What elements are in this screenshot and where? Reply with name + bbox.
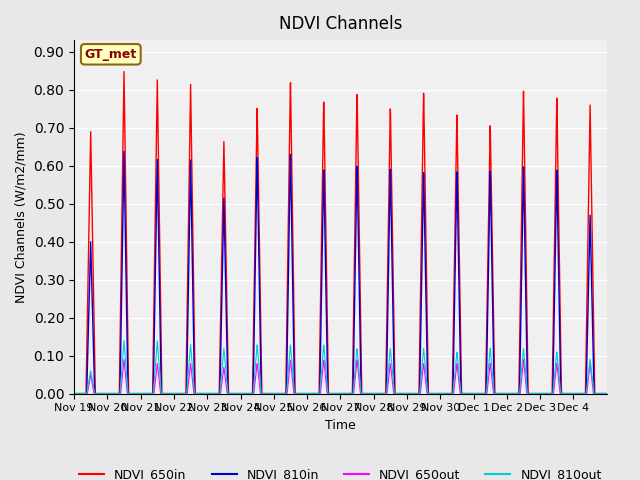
NDVI_650in bbox=[456, 267, 463, 273]
NDVI_650out bbox=[70, 391, 78, 396]
NDVI_650in bbox=[179, 391, 187, 396]
Line: NDVI_810in: NDVI_810in bbox=[74, 151, 607, 394]
NDVI_650in bbox=[490, 312, 497, 317]
NDVI_650out bbox=[603, 391, 611, 396]
NDVI_650in bbox=[603, 391, 611, 396]
Title: NDVI Channels: NDVI Channels bbox=[278, 15, 402, 33]
NDVI_810out bbox=[597, 391, 605, 396]
NDVI_810out bbox=[456, 376, 463, 382]
NDVI_650out bbox=[456, 384, 463, 390]
NDVI_810in bbox=[597, 391, 605, 396]
NDVI_650out bbox=[597, 391, 605, 396]
NDVI_650out bbox=[179, 391, 187, 396]
NDVI_810out bbox=[120, 338, 128, 344]
Line: NDVI_650in: NDVI_650in bbox=[74, 72, 607, 394]
NDVI_650in bbox=[597, 391, 605, 396]
Text: GT_met: GT_met bbox=[84, 48, 137, 61]
NDVI_650in bbox=[120, 69, 128, 74]
NDVI_810out bbox=[70, 391, 78, 396]
Line: NDVI_810out: NDVI_810out bbox=[74, 341, 607, 394]
NDVI_810in bbox=[456, 313, 463, 319]
NDVI_650in bbox=[70, 391, 78, 396]
NDVI_810out bbox=[490, 383, 497, 388]
NDVI_810out bbox=[603, 391, 611, 396]
NDVI_650out bbox=[490, 390, 497, 396]
Legend: NDVI_650in, NDVI_810in, NDVI_650out, NDVI_810out: NDVI_650in, NDVI_810in, NDVI_650out, NDV… bbox=[74, 464, 607, 480]
NDVI_810in bbox=[603, 391, 611, 396]
NDVI_810in bbox=[120, 148, 128, 154]
NDVI_650out bbox=[409, 391, 417, 396]
NDVI_810in bbox=[409, 391, 417, 396]
NDVI_650out bbox=[120, 357, 128, 362]
X-axis label: Time: Time bbox=[325, 419, 356, 432]
NDVI_650out bbox=[522, 377, 529, 383]
Y-axis label: NDVI Channels (W/m2/mm): NDVI Channels (W/m2/mm) bbox=[15, 131, 28, 303]
NDVI_810in bbox=[70, 391, 78, 396]
NDVI_810out bbox=[522, 368, 529, 373]
NDVI_650in bbox=[522, 216, 529, 221]
NDVI_810out bbox=[179, 391, 187, 396]
NDVI_810out bbox=[409, 391, 417, 396]
NDVI_810in bbox=[179, 391, 187, 396]
NDVI_810in bbox=[490, 351, 497, 357]
NDVI_650in bbox=[409, 391, 417, 396]
NDVI_810in bbox=[522, 275, 529, 281]
Line: NDVI_650out: NDVI_650out bbox=[74, 360, 607, 394]
